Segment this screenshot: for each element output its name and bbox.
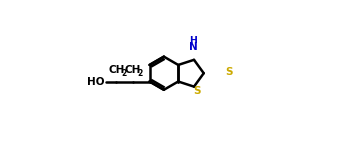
Text: N: N (189, 42, 197, 52)
Text: HO: HO (87, 77, 105, 87)
Text: S: S (193, 86, 201, 96)
Text: CH: CH (125, 65, 141, 75)
Text: 2: 2 (121, 69, 127, 78)
Text: S: S (225, 67, 232, 77)
Text: H: H (189, 36, 197, 45)
Text: 2: 2 (138, 69, 143, 78)
Text: CH: CH (108, 65, 125, 75)
